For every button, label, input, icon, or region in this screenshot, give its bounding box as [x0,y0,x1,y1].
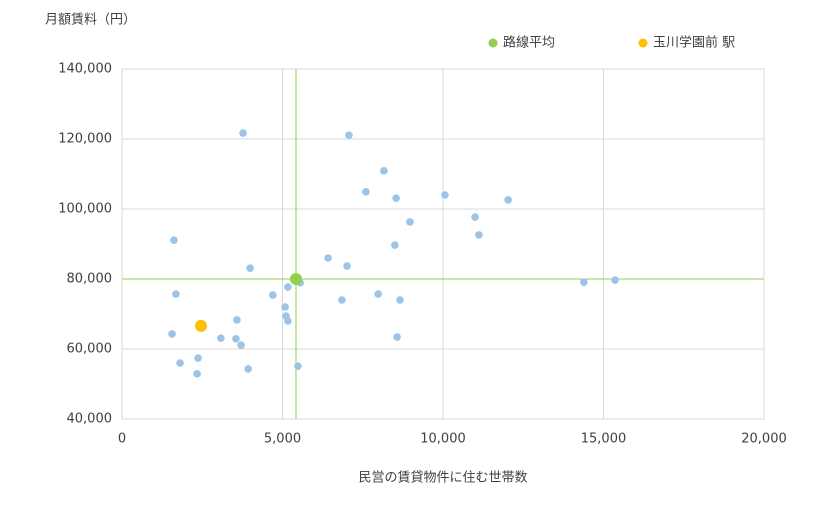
point [580,278,588,286]
point [471,213,479,221]
point [392,194,400,202]
y-tick-label: 60,000 [67,342,113,357]
legend-label: 路線平均 [503,35,555,51]
x-axis-label: 民営の賃貸物件に住む世帯数 [358,470,527,486]
point [475,231,483,239]
plot-border [121,68,765,420]
point [239,129,247,137]
x-tick-label: 5,000 [264,432,301,447]
point [294,362,302,370]
x-tick-label: 20,000 [741,432,787,447]
point [168,330,176,338]
y-tick-label: 100,000 [58,202,112,217]
point [391,241,399,249]
point [345,131,353,139]
legend-marker [488,38,498,48]
point [170,236,178,244]
point [393,333,401,341]
point [284,283,292,291]
point [176,359,184,367]
point [194,319,207,332]
point [374,290,382,298]
point [441,191,449,199]
point [324,254,332,262]
x-tick-label: 0 [118,432,126,447]
legend-marker [638,38,648,48]
x-tick-label: 15,000 [581,432,627,447]
point [217,334,225,342]
point [380,167,388,175]
point [284,317,292,325]
point [281,303,289,311]
x-tick-label: 10,000 [420,432,466,447]
point [237,341,245,349]
point [172,290,180,298]
point [504,196,512,204]
point [233,316,241,324]
y-axis-label: 月額賃料（円） [45,13,136,28]
point [611,276,619,284]
point [246,264,254,272]
point [343,262,351,270]
point [193,370,201,378]
point [244,365,252,373]
point [289,273,302,285]
y-tick-label: 80,000 [67,272,113,287]
point [362,188,370,196]
point [269,291,277,299]
point [406,218,414,226]
y-tick-label: 120,000 [58,132,112,147]
point [396,296,404,304]
point [338,296,346,304]
point [194,354,202,362]
y-tick-label: 40,000 [67,412,113,427]
y-tick-label: 140,000 [58,62,112,77]
legend-label: 玉川学園前 駅 [653,35,735,51]
point [232,335,240,343]
